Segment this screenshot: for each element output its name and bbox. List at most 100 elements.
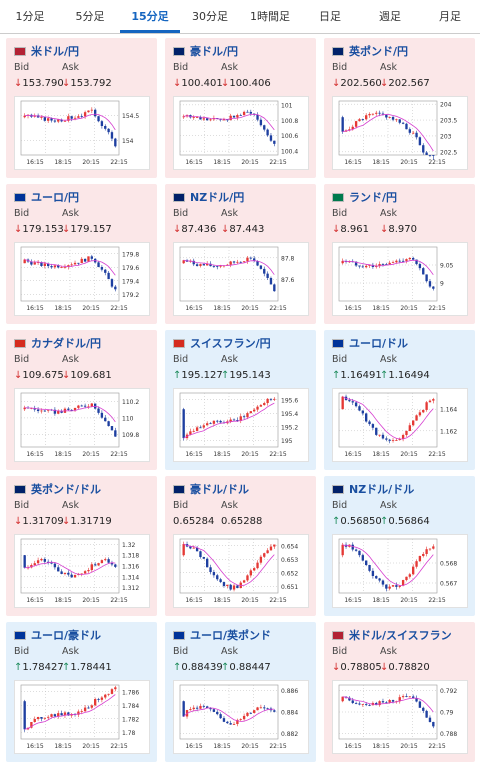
bid-value: ↓153.790 [14,78,64,89]
pair-title[interactable]: ランド/円 [332,190,397,204]
tab-4[interactable]: 1時間足 [250,10,290,23]
candlestick-chart[interactable]: 154.5 154 16:15 18:15 20:15 22:15 [14,96,150,170]
candlestick-chart[interactable]: 1.786 1.784 1.782 1.78 16:15 18:15 20:15 22:15 [14,680,150,754]
ask-value: ↓202.567 [380,78,430,89]
pair-card[interactable]: ユーロ/豪ドル Bid Ask ↑1.78427 ↑1.78441 1.786 1.784 1… [6,622,157,762]
candle-body [57,265,60,268]
ask-label: Ask [221,208,238,219]
moving-average-line [342,259,434,275]
tab-6[interactable]: 週足 [379,10,401,23]
tab-0[interactable]: 1分足 [15,10,45,23]
x-tick-label: 22:15 [269,743,286,750]
y-tick-label: 1.164 [440,407,457,414]
pair-title[interactable]: 英ポンド/ドル [14,482,101,496]
pair-card[interactable]: 豪ドル/ドル Bid Ask 0.65284 0.65288 0.654 0.653 0.65… [165,476,316,616]
candlestick-chart[interactable]: 101 100.8 100.6 100.4 16:15 18:15 20:15 22:15 [173,96,309,170]
pair-card[interactable]: NZドル/ドル Bid Ask ↑0.56850 ↑0.56864 0.568 0.567 1… [324,476,475,616]
candle-body [199,705,202,709]
candle-body [354,402,358,407]
candle-body [395,440,398,441]
pair-card[interactable]: ユーロ/英ポンド Bid Ask ↑0.88439 ↑0.88447 0.886 0.884… [165,622,316,762]
candlestick-chart[interactable]: 0.654 0.653 0.652 0.651 16:15 18:15 20:15 22:15 [173,534,309,608]
moving-average-line [342,696,434,713]
tab-5[interactable]: 日足 [319,10,341,23]
candle-body [256,114,259,120]
tab-7[interactable]: 月足 [439,10,461,23]
candlestick-chart[interactable]: 87.8 87.6 16:15 18:15 20:15 22:15 [173,242,309,316]
tab-3[interactable]: 30分足 [192,10,228,23]
pair-card[interactable]: ランド/円 Bid Ask ↓8.961 ↓8.970 9.05 9 16:15 18:15 20… [324,184,475,324]
pair-title-text: ユーロ/英ポンド [190,629,272,642]
pair-card[interactable]: カナダドル/円 Bid Ask ↓109.675 ↓109.681 110.2 110 109… [6,330,157,470]
candle-body [97,408,100,413]
arrow-down-icon: ↓ [380,78,389,89]
tab-1[interactable]: 5分足 [75,10,105,23]
moving-average-line [183,259,275,275]
pair-title[interactable]: カナダドル/円 [14,336,101,350]
pair-card[interactable]: ユーロ/ドル Bid Ask ↑1.16491 ↑1.16494 1.164 1.162 16… [324,330,475,470]
x-tick-label: 16:15 [185,159,202,166]
candle-body [263,268,266,274]
ask-label: Ask [62,500,79,511]
pair-title[interactable]: 米ドル/円 [14,44,79,58]
pair-title[interactable]: NZドル/円 [173,190,244,204]
ask-value-text: 100.406 [229,78,271,89]
x-tick-label: 16:15 [185,451,202,458]
y-tick-label: 100.8 [281,118,298,125]
candle-body [87,256,90,262]
candle-body [110,562,114,565]
candlestick-chart[interactable]: 1.32 1.318 1.316 1.314 1.312 16:15 18:15 20:15 2… [14,534,150,608]
pair-card[interactable]: NZドル/円 Bid Ask ↓87.436 ↓87.443 87.8 87.6 16:15 1… [165,184,316,324]
pair-title[interactable]: 豪ドル/円 [173,44,238,58]
candle-body [388,262,391,265]
candlestick-chart[interactable]: 204 203.5 203 202.5 16:15 18:15 20:15 22:15 [332,96,468,170]
candle-body [358,550,361,556]
candlestick-chart[interactable]: 195.6 195.4 195.2 195 16:15 18:15 20:15 22:15 [173,388,309,462]
pair-card[interactable]: 英ポンド/円 Bid Ask ↓202.560 ↓202.567 204 203.5 203 2… [324,38,475,178]
pair-card[interactable]: スイスフラン/円 Bid Ask ↑195.127 ↑195.143 195.6 195.4… [165,330,316,470]
candlestick-chart[interactable]: 9.05 9 16:15 18:15 20:15 22:15 [332,242,468,316]
candlestick-chart[interactable]: 0.792 0.79 0.788 16:15 18:15 20:15 22:15 [332,680,468,754]
arrow-down-icon: ↓ [173,224,182,235]
candle-body [114,430,117,437]
flag-icon [332,192,344,202]
candle-body [97,563,100,566]
candle-body [209,708,212,710]
candlestick-chart[interactable]: 0.886 0.884 0.882 16:15 18:15 20:15 22:15 [173,680,309,754]
candlestick-chart[interactable]: 0.568 0.567 16:15 18:15 20:15 22:15 [332,534,468,608]
candle-body [361,704,364,706]
candlestick-chart[interactable]: 1.164 1.162 16:15 18:15 20:15 22:15 [332,388,468,462]
x-tick-label: 20:15 [400,597,417,604]
candle-body [50,562,53,564]
arrow-up-icon: ↑ [173,662,182,673]
candle-body [378,578,381,581]
pair-title[interactable]: ユーロ/円 [14,190,79,204]
pair-title[interactable]: ユーロ/英ポンド [173,628,271,642]
candlestick-chart[interactable]: 179.8 179.6 179.4 179.2 16:15 18:15 20:15 22:15 [14,242,150,316]
candle-body [398,438,401,441]
pair-title[interactable]: NZドル/ドル [332,482,414,496]
candle-body [90,256,93,259]
pair-title-text: 英ポンド/円 [349,45,409,58]
pair-title[interactable]: ユーロ/豪ドル [14,628,101,642]
tab-2[interactable]: 15分足 [120,0,180,33]
pair-title[interactable]: スイスフラン/円 [173,336,271,350]
pair-card[interactable]: 米ドル/スイスフラン Bid Ask ↓0.78805 ↓0.78820 0.792 0.7… [324,622,475,762]
x-tick-label: 22:15 [269,159,286,166]
pair-title[interactable]: ユーロ/ドル [332,336,408,350]
pair-card[interactable]: 米ドル/円 Bid Ask ↓153.790 ↓153.792 154.5 154 16:15… [6,38,157,178]
candlestick-chart[interactable]: 110.2 110 109.8 16:15 18:15 20:15 22:15 [14,388,150,462]
pair-card[interactable]: ユーロ/円 Bid Ask ↓179.153 ↓179.157 179.8 179.6 179… [6,184,157,324]
y-tick-label: 0.653 [281,557,298,564]
candle-body [40,117,43,118]
pair-title[interactable]: 英ポンド/円 [332,44,408,58]
candle-body [385,702,388,704]
bid-label: Bid [173,646,189,657]
pair-card[interactable]: 豪ドル/円 Bid Ask ↓100.401 ↓100.406 101 100.8 100.6… [165,38,316,178]
candle-body [73,574,77,578]
bid-value: ↓0.78805 [332,662,382,673]
pair-title[interactable]: 豪ドル/ドル [173,482,249,496]
pair-card[interactable]: 英ポンド/ドル Bid Ask ↓1.31709 ↓1.31719 1.32 1.318 1.… [6,476,157,616]
pair-title[interactable]: 米ドル/スイスフラン [332,628,452,642]
candle-body [415,259,418,265]
